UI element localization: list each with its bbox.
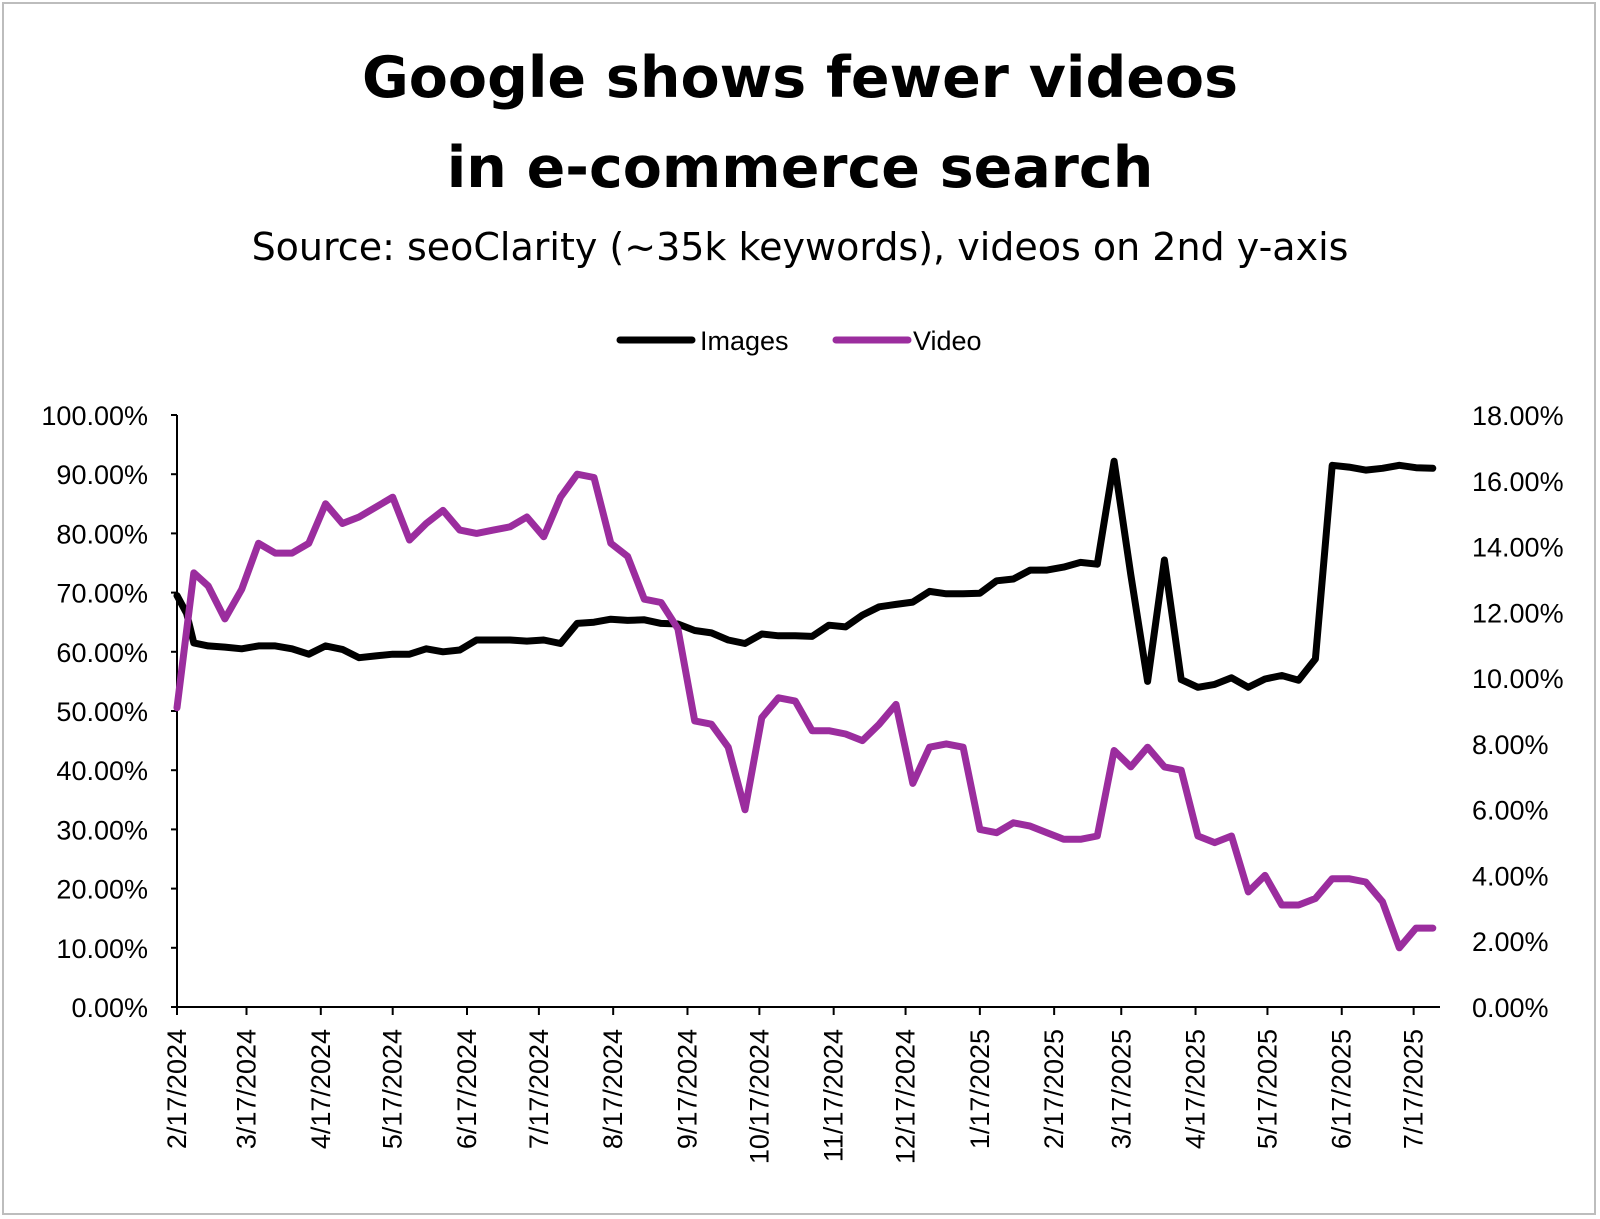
x-tick-label: 9/17/2024 (672, 1029, 702, 1149)
y-tick-label-right: 0.00% (1472, 993, 1549, 1023)
chart-title-line-1: Google shows fewer videos (361, 45, 1238, 111)
x-tick-label: 6/17/2025 (1327, 1029, 1357, 1149)
x-tick-label: 2/17/2025 (1039, 1029, 1069, 1149)
y-tick-label-right: 4.00% (1472, 861, 1549, 891)
y-tick-label-left: 0.00% (71, 993, 148, 1023)
x-tick-label: 4/17/2025 (1181, 1029, 1211, 1149)
legend: Images Video (616, 326, 982, 356)
series-line-images (173, 457, 1437, 691)
series-layer (173, 457, 1437, 952)
y-tick-label-left: 70.00% (56, 579, 148, 609)
x-tick-label: 5/17/2024 (378, 1029, 408, 1149)
chart-subtitle: Source: seoClarity (~35k keywords), vide… (251, 225, 1349, 269)
legend-label-video: Video (913, 326, 982, 356)
x-tick-label: 1/17/2025 (965, 1029, 995, 1149)
y-tick-label-right: 16.00% (1472, 467, 1564, 497)
y-tick-label-left: 80.00% (56, 519, 148, 549)
y-tick-label-left: 60.00% (56, 638, 148, 668)
y-tick-label-right: 14.00% (1472, 533, 1564, 563)
y-tick-label-left: 90.00% (56, 460, 148, 490)
y-tick-label-right: 2.00% (1472, 927, 1549, 957)
chart-title-line-2: in e-commerce search (446, 135, 1154, 201)
y-tick-label-right: 6.00% (1472, 796, 1549, 826)
legend-label-images: Images (700, 326, 789, 356)
y-tick-label-left: 100.00% (41, 401, 148, 431)
x-tick-label: 8/17/2024 (598, 1029, 628, 1149)
y-tick-label-right: 18.00% (1472, 401, 1564, 431)
x-tick-label: 6/17/2024 (452, 1029, 482, 1149)
x-tick-label: 7/17/2024 (524, 1029, 554, 1149)
x-tick-label: 5/17/2025 (1252, 1029, 1282, 1149)
y-tick-label-right: 8.00% (1472, 730, 1549, 760)
y-tick-label-right: 12.00% (1472, 598, 1564, 628)
x-tick-label: 2/17/2024 (162, 1029, 192, 1149)
axes: 0.00% 10.00% 20.00% 30.00% 40.00% 50.00% 60.00… (41, 401, 1563, 1164)
y-tick-label-right: 10.00% (1472, 664, 1564, 694)
x-tick-label: 3/17/2025 (1106, 1029, 1136, 1149)
y-tick-label-left: 30.00% (56, 815, 148, 845)
series-line-video (173, 470, 1437, 952)
x-tick-label: 3/17/2024 (232, 1029, 262, 1149)
x-tick-label: 12/17/2024 (891, 1029, 921, 1164)
x-tick-label: 4/17/2024 (306, 1029, 336, 1149)
y-tick-label-left: 50.00% (56, 697, 148, 727)
x-tick-label: 11/17/2024 (819, 1029, 849, 1162)
x-tick-label: 7/17/2025 (1399, 1029, 1429, 1149)
y-tick-label-left: 40.00% (56, 756, 148, 786)
y-tick-label-left: 10.00% (56, 934, 148, 964)
x-tick-label: 10/17/2024 (744, 1029, 774, 1164)
y-tick-label-left: 20.00% (56, 875, 148, 905)
